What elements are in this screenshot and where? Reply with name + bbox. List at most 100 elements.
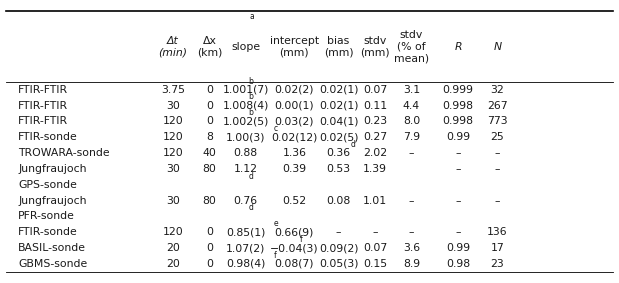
Text: 3.75: 3.75 [161, 85, 185, 95]
Text: R: R [454, 42, 462, 52]
Text: –: – [456, 148, 461, 158]
Text: 0.27: 0.27 [363, 132, 387, 142]
Text: 80: 80 [202, 164, 217, 174]
Text: N: N [493, 42, 501, 52]
Text: 0.39: 0.39 [282, 164, 306, 174]
Text: b: b [248, 93, 253, 101]
Text: –: – [456, 227, 461, 237]
Text: FTIR-FTIR: FTIR-FTIR [19, 116, 69, 127]
Text: 30: 30 [166, 196, 180, 206]
Text: 0.07: 0.07 [363, 85, 387, 95]
Text: slope: slope [232, 42, 261, 52]
Text: 0.998: 0.998 [443, 116, 474, 127]
Text: Jungfraujoch: Jungfraujoch [19, 164, 87, 174]
Text: intercept
(mm): intercept (mm) [270, 35, 319, 57]
Text: 0.09(2): 0.09(2) [319, 243, 358, 253]
Text: f: f [274, 251, 277, 260]
Text: 0.00(1): 0.00(1) [274, 101, 314, 111]
Text: 0.998: 0.998 [443, 101, 474, 111]
Text: 0: 0 [206, 101, 213, 111]
Text: 0.53: 0.53 [327, 164, 351, 174]
Text: 20: 20 [166, 243, 180, 253]
Text: Δt
(min): Δt (min) [158, 35, 188, 57]
Text: 0.05(3): 0.05(3) [319, 259, 358, 269]
Text: –: – [495, 148, 500, 158]
Text: 0.08: 0.08 [326, 196, 351, 206]
Text: d: d [248, 171, 253, 181]
Text: –: – [409, 148, 414, 158]
Text: 0.03(2): 0.03(2) [275, 116, 314, 127]
Text: Jungfraujoch: Jungfraujoch [19, 196, 87, 206]
Text: 32: 32 [491, 85, 504, 95]
Text: 3.6: 3.6 [403, 243, 420, 253]
Text: b: b [248, 108, 253, 117]
Text: 1.008(4): 1.008(4) [223, 101, 269, 111]
Text: FTIR-FTIR: FTIR-FTIR [19, 85, 69, 95]
Text: FTIR-FTIR: FTIR-FTIR [19, 101, 69, 111]
Text: 7.9: 7.9 [403, 132, 420, 142]
Text: 0.02(1): 0.02(1) [319, 85, 358, 95]
Text: b: b [248, 77, 253, 85]
Text: 2.02: 2.02 [363, 148, 387, 158]
Text: GPS-sonde: GPS-sonde [19, 180, 77, 190]
Text: –: – [409, 196, 414, 206]
Text: 0.07: 0.07 [363, 243, 387, 253]
Text: –: – [372, 227, 378, 237]
Text: a: a [249, 12, 254, 20]
Text: 0: 0 [206, 116, 213, 127]
Text: 40: 40 [202, 148, 217, 158]
Text: 0.99: 0.99 [446, 243, 470, 253]
Text: 0.98: 0.98 [446, 259, 470, 269]
Text: 1.002(5): 1.002(5) [223, 116, 269, 127]
Text: 80: 80 [202, 196, 217, 206]
Text: 120: 120 [163, 116, 183, 127]
Text: f: f [300, 235, 302, 244]
Text: –: – [456, 196, 461, 206]
Text: –: – [456, 164, 461, 174]
Text: –: – [336, 227, 341, 237]
Text: 136: 136 [487, 227, 508, 237]
Text: 3.1: 3.1 [403, 85, 420, 95]
Text: 0.76: 0.76 [234, 196, 258, 206]
Text: −0.04(3): −0.04(3) [270, 243, 319, 253]
Text: 1.39: 1.39 [363, 164, 387, 174]
Text: 0.02(12): 0.02(12) [271, 132, 318, 142]
Text: 0.999: 0.999 [443, 85, 474, 95]
Text: 0.02(2): 0.02(2) [275, 85, 314, 95]
Text: 20: 20 [166, 259, 180, 269]
Text: 0.04(1): 0.04(1) [319, 116, 358, 127]
Text: bias
(mm): bias (mm) [324, 35, 353, 57]
Text: –: – [495, 196, 500, 206]
Text: stdv
(% of
mean): stdv (% of mean) [394, 29, 429, 63]
Text: 0.66(9): 0.66(9) [275, 227, 314, 237]
Text: 0.08(7): 0.08(7) [275, 259, 314, 269]
Text: 0.52: 0.52 [282, 196, 306, 206]
Text: d: d [248, 203, 253, 212]
Text: 0: 0 [206, 259, 213, 269]
Text: FTIR-sonde: FTIR-sonde [19, 132, 78, 142]
Text: 1.36: 1.36 [282, 148, 306, 158]
Text: stdv
(mm): stdv (mm) [360, 35, 390, 57]
Text: TROWARA-sonde: TROWARA-sonde [19, 148, 110, 158]
Text: 773: 773 [487, 116, 508, 127]
Text: 1.00(3): 1.00(3) [226, 132, 266, 142]
Text: c: c [274, 124, 278, 133]
Text: 8: 8 [206, 132, 213, 142]
Text: 1.001(7): 1.001(7) [223, 85, 269, 95]
Text: 0.98(4): 0.98(4) [226, 259, 266, 269]
Text: 1.01: 1.01 [363, 196, 387, 206]
Text: 0: 0 [206, 227, 213, 237]
Text: 0.02(5): 0.02(5) [319, 132, 358, 142]
Text: –: – [409, 227, 414, 237]
Text: 0.88: 0.88 [234, 148, 258, 158]
Text: 8.0: 8.0 [403, 116, 420, 127]
Text: 0.23: 0.23 [363, 116, 387, 127]
Text: 30: 30 [166, 101, 180, 111]
Text: 0: 0 [206, 85, 213, 95]
Text: 0.02(1): 0.02(1) [319, 101, 358, 111]
Text: 120: 120 [163, 227, 183, 237]
Text: 0.11: 0.11 [363, 101, 387, 111]
Text: 23: 23 [491, 259, 504, 269]
Text: 8.9: 8.9 [403, 259, 420, 269]
Text: 25: 25 [491, 132, 504, 142]
